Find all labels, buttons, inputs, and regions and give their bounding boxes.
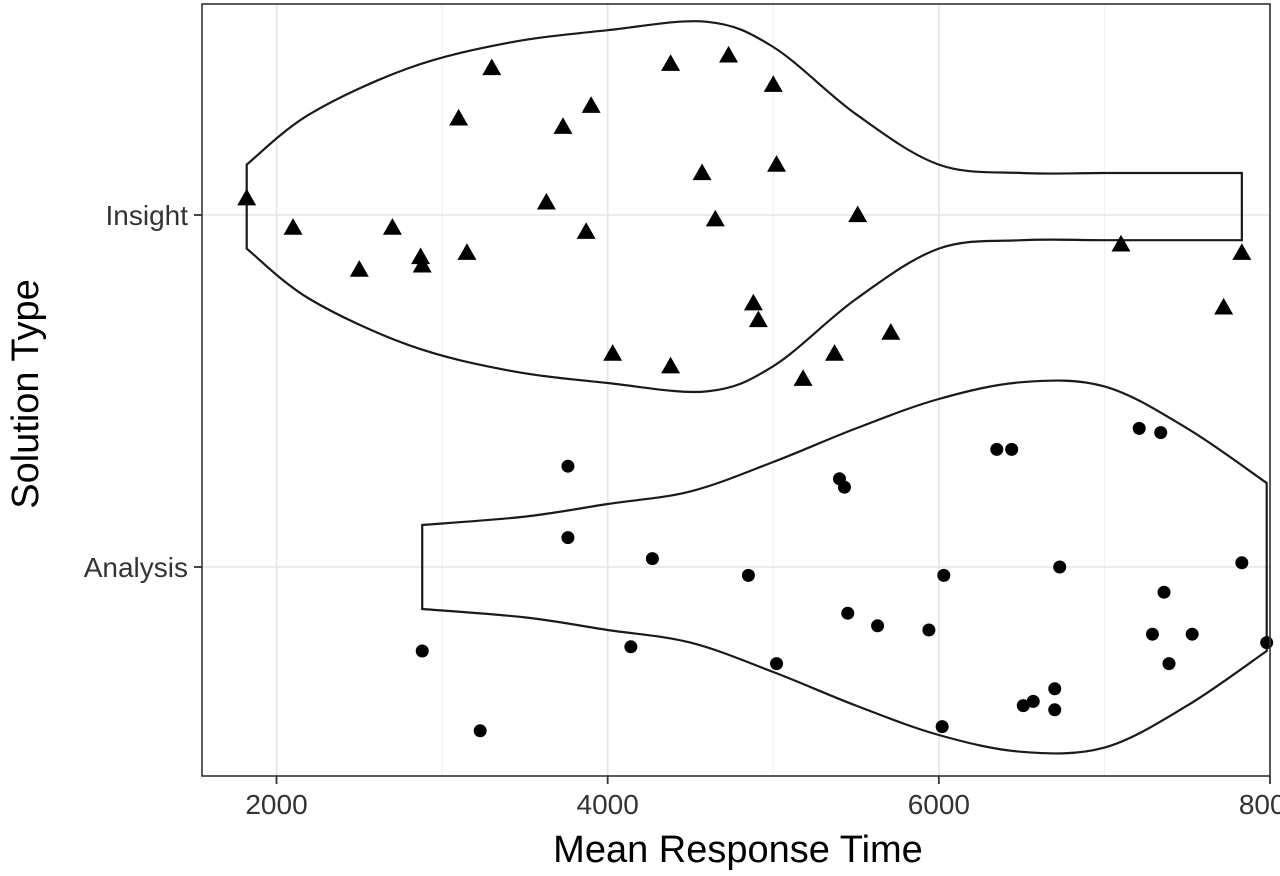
point-analysis xyxy=(990,442,1004,456)
x-tick-label: 6000 xyxy=(908,789,970,820)
point-insight xyxy=(553,117,573,134)
point-insight xyxy=(237,188,257,206)
point-insight xyxy=(692,163,712,181)
point-insight xyxy=(1214,297,1234,315)
x-axis-title: Mean Response Time xyxy=(553,829,923,871)
point-insight xyxy=(719,45,739,63)
point-analysis xyxy=(1016,699,1030,713)
axes: 2000 4000 6000 8000 Insight Analysis xyxy=(84,200,1280,820)
y-axis-title: Solution Type xyxy=(5,279,47,509)
point-insight xyxy=(763,75,783,92)
point-insight xyxy=(661,356,681,374)
point-analysis xyxy=(1053,560,1067,574)
point-insight xyxy=(1232,243,1252,260)
point-analysis xyxy=(645,552,659,566)
x-tick-label: 8000 xyxy=(1239,789,1280,820)
point-analysis xyxy=(1157,585,1171,599)
y-tick-label: Insight xyxy=(106,200,189,231)
y-tick-label: Analysis xyxy=(84,552,188,583)
point-analysis xyxy=(1185,627,1199,641)
point-analysis xyxy=(1235,556,1249,570)
point-insight xyxy=(576,222,596,239)
point-analysis xyxy=(415,644,429,658)
point-analysis xyxy=(1048,682,1062,696)
point-insight xyxy=(536,192,556,210)
point-analysis xyxy=(841,606,855,620)
point-analysis xyxy=(741,568,755,582)
point-insight xyxy=(349,260,369,277)
point-insight xyxy=(412,255,432,273)
point-insight xyxy=(382,218,402,235)
data-points xyxy=(237,45,1274,738)
violin-outlines xyxy=(245,20,1268,755)
point-insight xyxy=(603,344,623,361)
point-analysis xyxy=(1154,426,1168,440)
x-tick-label: 4000 xyxy=(577,789,639,820)
point-insight xyxy=(449,108,469,126)
x-tick-label: 2000 xyxy=(245,789,307,820)
point-analysis xyxy=(1026,694,1040,708)
point-analysis xyxy=(561,531,575,545)
point-insight xyxy=(283,218,303,235)
point-analysis xyxy=(1132,421,1146,435)
point-insight xyxy=(793,369,813,386)
point-insight xyxy=(767,155,787,172)
violin-analysis xyxy=(421,379,1268,755)
point-insight xyxy=(457,243,477,260)
point-analysis xyxy=(770,657,784,671)
point-analysis xyxy=(871,619,885,633)
point-insight xyxy=(482,58,502,76)
point-analysis xyxy=(561,459,575,473)
point-analysis xyxy=(1005,442,1019,456)
point-insight xyxy=(411,247,431,265)
point-insight xyxy=(743,293,763,311)
point-analysis xyxy=(1162,657,1176,671)
point-insight xyxy=(825,344,845,361)
point-analysis xyxy=(1048,703,1062,717)
point-analysis xyxy=(935,720,949,734)
point-insight xyxy=(705,209,725,227)
point-insight xyxy=(661,54,681,71)
point-analysis xyxy=(937,568,951,582)
point-analysis xyxy=(473,724,487,738)
point-insight xyxy=(881,323,901,340)
violin-insight xyxy=(245,20,1243,394)
point-analysis xyxy=(922,623,936,637)
point-insight xyxy=(848,205,868,223)
point-analysis xyxy=(624,640,638,654)
point-insight xyxy=(748,310,768,328)
point-insight xyxy=(581,96,601,113)
point-analysis xyxy=(837,480,851,494)
plot-panel-border xyxy=(201,3,1271,777)
point-analysis xyxy=(1145,627,1159,641)
point-insight xyxy=(1111,234,1131,252)
point-analysis xyxy=(1260,636,1274,650)
